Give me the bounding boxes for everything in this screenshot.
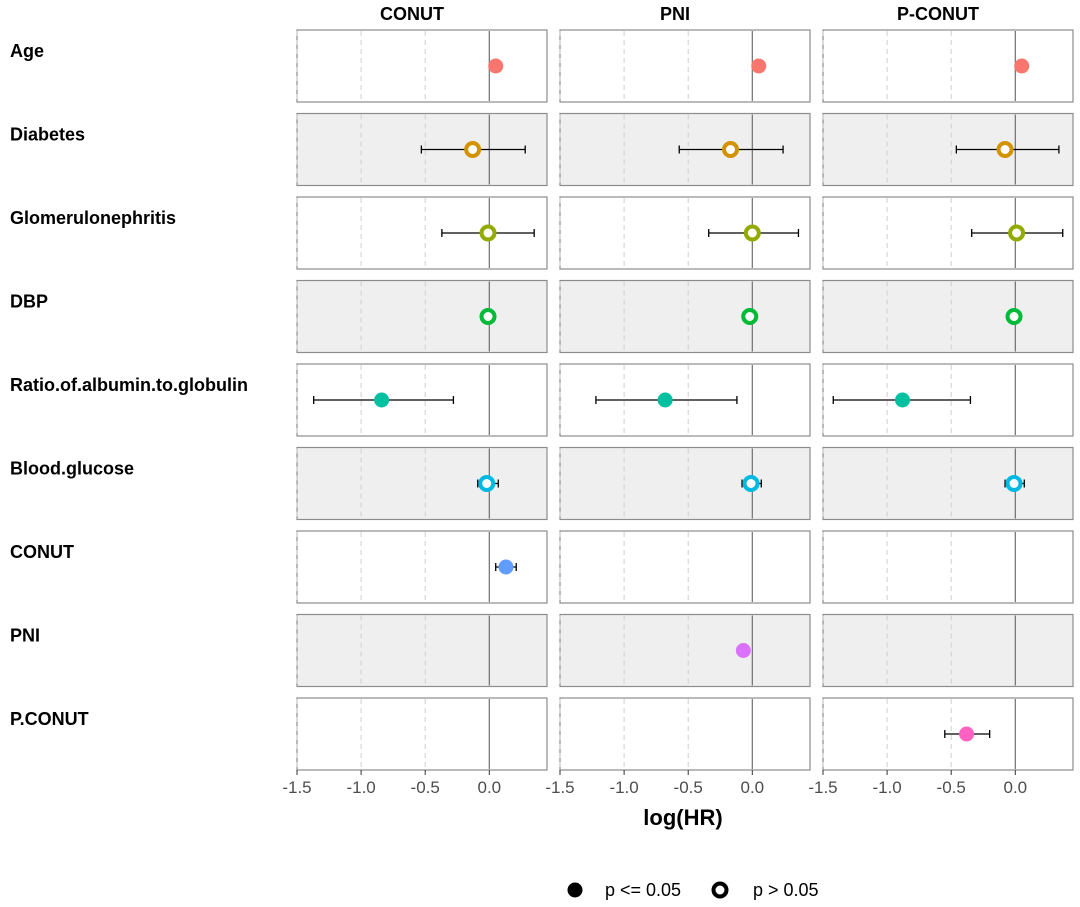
panel-r5-c2: [822, 446, 1074, 521]
panel-r6-c1: [559, 530, 811, 604]
legend-label-significant: p <= 0.05: [605, 880, 681, 900]
row-label-4: Ratio.of.albumin.to.globulin: [10, 375, 248, 395]
data-point-nonsignificant: [1005, 475, 1023, 492]
x-tick-label: 0.0: [1003, 778, 1027, 797]
panel-background: [559, 613, 811, 688]
data-point-significant: [894, 392, 910, 408]
panel-r5-c0: [296, 446, 548, 521]
row-label-3: DBP: [10, 292, 48, 312]
panel-r3-c1: [559, 279, 811, 354]
panel-r7-c2: [822, 613, 1074, 688]
panel-r0-c1: [559, 29, 811, 103]
data-point-significant: [488, 58, 504, 74]
data-point-significant: [498, 559, 514, 575]
panel-background: [296, 613, 548, 688]
data-point-significant: [657, 392, 673, 408]
panel-background: [822, 446, 1074, 521]
panel-background: [559, 279, 811, 354]
row-label-1: Diabetes: [10, 125, 85, 145]
x-tick-label: -1.5: [545, 778, 574, 797]
data-point-nonsignificant: [996, 141, 1014, 158]
x-tick-label: -1.0: [872, 778, 901, 797]
data-point-nonsignificant: [479, 224, 497, 242]
panel-background: [559, 446, 811, 521]
data-point-nonsignificant: [1005, 308, 1023, 325]
data-point-nonsignificant: [742, 475, 760, 492]
data-point-significant: [735, 643, 751, 658]
panel-background: [822, 530, 1074, 604]
column-title-0: CONUT: [380, 4, 444, 24]
panel-background: [822, 279, 1074, 354]
data-point-significant: [1014, 58, 1030, 74]
panel-r5-c1: [559, 446, 811, 521]
row-label-8: P.CONUT: [10, 709, 89, 729]
panel-background: [296, 29, 548, 103]
row-label-5: Blood.glucose: [10, 459, 134, 479]
panel-r0-c2: [822, 29, 1074, 103]
panel-background: [296, 697, 548, 771]
data-point-significant: [374, 392, 390, 408]
panel-background: [559, 697, 811, 771]
panel-background: [559, 29, 811, 103]
panel-r3-c2: [822, 279, 1074, 354]
legend-label-nonsignificant: p > 0.05: [753, 880, 819, 900]
data-point-nonsignificant: [478, 475, 496, 492]
row-label-7: PNI: [10, 626, 40, 646]
x-tick-label: -0.5: [937, 778, 966, 797]
column-title-2: P-CONUT: [897, 4, 979, 24]
x-tick-label: 0.0: [740, 778, 764, 797]
data-point-nonsignificant: [479, 308, 497, 325]
panel-r0-c0: [296, 29, 548, 103]
panel-background: [559, 530, 811, 604]
panel-background: [822, 29, 1074, 103]
column-title-1: PNI: [660, 4, 690, 24]
panel-background: [296, 279, 548, 354]
panel-r7-c1: [559, 613, 811, 688]
x-tick-label: -1.0: [346, 778, 375, 797]
panel-r8-c1: [559, 697, 811, 771]
x-tick-label: -1.0: [609, 778, 638, 797]
x-tick-label: -1.5: [808, 778, 837, 797]
panel-background: [296, 446, 548, 521]
x-tick-label: 0.0: [477, 778, 501, 797]
row-label-0: Age: [10, 41, 44, 61]
data-point-nonsignificant: [743, 224, 761, 242]
panel-r6-c2: [822, 530, 1074, 604]
panel-background: [822, 613, 1074, 688]
panel-r8-c0: [296, 697, 548, 771]
x-axis-title: log(HR): [643, 805, 722, 830]
x-tick-label: -1.5: [282, 778, 311, 797]
panel-r7-c0: [296, 613, 548, 688]
data-point-nonsignificant: [464, 141, 482, 158]
data-point-nonsignificant: [1008, 224, 1026, 242]
data-point-nonsignificant: [741, 308, 759, 325]
legend-filled-marker: [567, 882, 583, 898]
row-label-6: CONUT: [10, 542, 74, 562]
x-tick-label: -0.5: [411, 778, 440, 797]
x-tick-label: -0.5: [674, 778, 703, 797]
data-point-significant: [959, 726, 975, 742]
row-label-2: Glomerulonephritis: [10, 208, 176, 228]
data-point-significant: [751, 58, 767, 74]
legend-hollow-marker: [711, 881, 729, 899]
panel-r3-c0: [296, 279, 548, 354]
data-point-nonsignificant: [722, 141, 740, 158]
